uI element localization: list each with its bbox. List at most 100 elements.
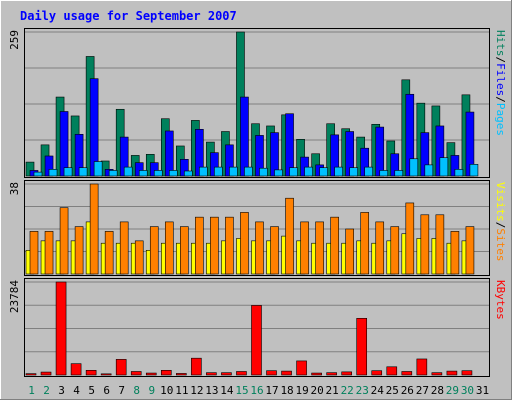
bar-sites-day-14 bbox=[225, 216, 234, 275]
x-tick-day-3: 3 bbox=[58, 384, 65, 397]
bar-pages-day-12 bbox=[199, 166, 208, 177]
x-tick-day-16: 16 bbox=[250, 384, 263, 397]
bar-kbytes-day-11 bbox=[176, 373, 187, 376]
legend-kbytes: KBytes bbox=[494, 280, 507, 320]
x-tick-day-13: 13 bbox=[205, 384, 218, 397]
bar-sites-day-8 bbox=[134, 240, 144, 275]
bar-pages-day-4 bbox=[78, 167, 88, 177]
legend-item-sites: Sites bbox=[494, 228, 507, 261]
x-tick-day-15: 15 bbox=[235, 384, 248, 397]
legend-separator: / bbox=[494, 222, 507, 229]
bar-sites-day-9 bbox=[149, 226, 159, 275]
bar-sites-day-1 bbox=[29, 231, 39, 275]
bar-pages-day-26 bbox=[409, 158, 419, 177]
bar-kbytes-day-15 bbox=[236, 371, 247, 376]
legend-visits-sites: Visits/Sites bbox=[494, 182, 507, 262]
legend-separator: / bbox=[494, 96, 507, 103]
x-tick-day-22: 22 bbox=[341, 384, 354, 397]
x-tick-day-18: 18 bbox=[280, 384, 293, 397]
bar-kbytes-day-24 bbox=[371, 370, 383, 376]
bar-kbytes-day-6 bbox=[100, 373, 112, 376]
chart-title: Daily usage for September 2007 bbox=[20, 9, 237, 23]
bar-sites-day-21 bbox=[330, 216, 339, 275]
bar-files-day-3 bbox=[59, 111, 69, 177]
bar-sites-day-11 bbox=[180, 226, 189, 275]
y-tick-label: 259 bbox=[8, 30, 21, 50]
bar-pages-day-28 bbox=[439, 157, 449, 177]
bar-pages-day-16 bbox=[259, 167, 268, 177]
bar-sites-day-15 bbox=[240, 212, 249, 275]
bar-sites-day-13 bbox=[210, 216, 219, 275]
legend-item-files: Files bbox=[494, 63, 507, 96]
bar-sites-day-17 bbox=[270, 226, 279, 275]
bar-pages-day-9 bbox=[153, 170, 163, 177]
bar-kbytes-day-10 bbox=[160, 370, 172, 376]
x-tick-day-25: 25 bbox=[386, 384, 399, 397]
x-tick-day-29: 29 bbox=[446, 384, 459, 397]
bar-kbytes-day-16 bbox=[251, 305, 262, 376]
x-tick-day-4: 4 bbox=[73, 384, 80, 397]
bar-sites-day-6 bbox=[104, 231, 114, 275]
bar-sites-day-23 bbox=[360, 212, 370, 275]
bar-pages-day-14 bbox=[229, 166, 238, 177]
bar-kbytes-day-13 bbox=[206, 372, 217, 376]
bar-kbytes-day-23 bbox=[356, 318, 368, 376]
y-tick-label: 23784 bbox=[8, 280, 21, 313]
bar-sites-day-30 bbox=[465, 226, 475, 275]
x-tick-day-2: 2 bbox=[43, 384, 50, 397]
bar-sites-day-20 bbox=[315, 221, 324, 275]
bar-pages-day-11 bbox=[184, 170, 193, 177]
x-tick-day-5: 5 bbox=[88, 384, 95, 397]
bar-pages-day-24 bbox=[379, 170, 389, 177]
bar-pages-day-18 bbox=[289, 167, 298, 177]
bar-files-day-17 bbox=[270, 132, 279, 177]
series-kbytes bbox=[25, 281, 473, 376]
x-tick-day-21: 21 bbox=[326, 384, 339, 397]
bar-kbytes-day-5 bbox=[85, 370, 97, 376]
bar-kbytes-day-9 bbox=[145, 372, 157, 376]
bar-sites-day-3 bbox=[59, 207, 69, 275]
bar-sites-day-27 bbox=[420, 214, 430, 275]
x-tick-day-30: 30 bbox=[461, 384, 474, 397]
bar-sites-day-22 bbox=[345, 228, 354, 275]
bar-files-day-15 bbox=[240, 96, 249, 177]
bar-sites-day-10 bbox=[164, 221, 174, 275]
x-tick-day-26: 26 bbox=[401, 384, 414, 397]
bar-pages-day-21 bbox=[334, 166, 343, 177]
x-tick-day-12: 12 bbox=[190, 384, 203, 397]
y-tick-label: 38 bbox=[8, 182, 21, 195]
panel-kbytes: 23784 KBytes bbox=[8, 278, 507, 377]
bar-sites-day-16 bbox=[255, 221, 264, 275]
bar-sites-day-26 bbox=[405, 202, 415, 275]
bar-kbytes-day-27 bbox=[416, 358, 428, 376]
bar-kbytes-day-7 bbox=[115, 359, 127, 376]
x-tick-day-8: 8 bbox=[133, 384, 140, 397]
bar-kbytes-day-29 bbox=[446, 370, 458, 376]
bar-kbytes-day-1 bbox=[25, 373, 37, 376]
x-tick-day-6: 6 bbox=[103, 384, 110, 397]
bar-pages-day-20 bbox=[319, 167, 328, 177]
bar-sites-day-29 bbox=[450, 231, 460, 275]
legend-item-kbytes: KBytes bbox=[494, 280, 507, 320]
bar-kbytes-day-3 bbox=[55, 281, 67, 376]
bar-kbytes-day-21 bbox=[326, 372, 337, 376]
bar-sites-day-24 bbox=[375, 221, 385, 275]
bar-sites-day-28 bbox=[435, 214, 445, 275]
bar-sites-day-4 bbox=[74, 226, 84, 275]
bar-kbytes-day-22 bbox=[341, 371, 352, 376]
bar-kbytes-day-25 bbox=[386, 366, 398, 376]
x-tick-day-1: 1 bbox=[28, 384, 35, 397]
x-tick-day-14: 14 bbox=[220, 384, 234, 397]
bar-pages-day-13 bbox=[214, 166, 223, 177]
bar-pages-day-1 bbox=[33, 171, 43, 177]
x-tick-day-19: 19 bbox=[295, 384, 308, 397]
bar-pages-day-7 bbox=[123, 166, 133, 177]
bar-sites-day-19 bbox=[300, 221, 309, 275]
x-tick-day-27: 27 bbox=[416, 384, 429, 397]
legend-item-hits: Hits bbox=[494, 30, 507, 57]
bar-pages-day-8 bbox=[138, 170, 148, 177]
bar-files-day-10 bbox=[164, 130, 174, 177]
bar-kbytes-day-17 bbox=[266, 370, 277, 376]
